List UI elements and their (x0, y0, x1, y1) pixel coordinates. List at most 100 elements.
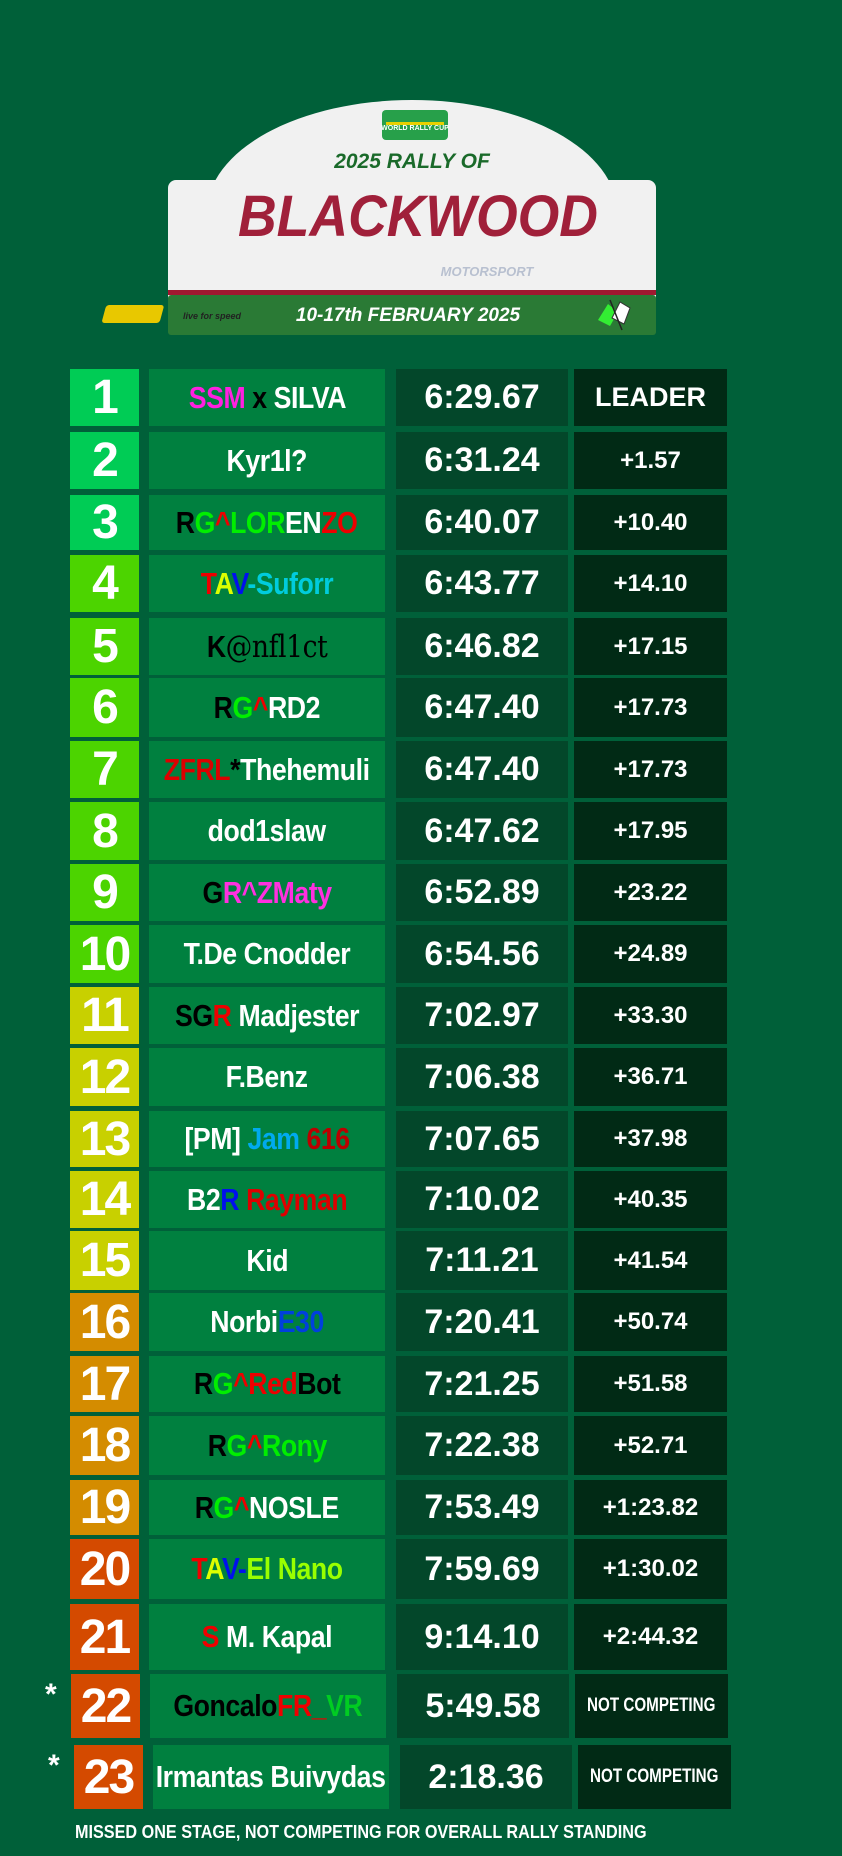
stage-time: 7:21.25 (396, 1356, 568, 1412)
time-gap-text: +2:44.32 (602, 1623, 699, 1650)
name-segment: Thehemuli (240, 751, 370, 787)
position-badge: 13 (70, 1111, 139, 1167)
name-segment: ^ (252, 689, 269, 725)
title-sub: MOTORSPORT (441, 264, 535, 279)
name-segment: G (213, 1489, 235, 1525)
stage-time: 6:29.67 (396, 369, 568, 426)
driver-name: T.De Cnodder (149, 925, 385, 983)
stage-time: 5:49.58 (397, 1674, 569, 1738)
driver-name-text: [PM] Jam 616 (184, 1121, 350, 1157)
position-badge: 2 (70, 432, 139, 489)
name-segment: T (200, 565, 215, 601)
name-segment: VR (326, 1688, 363, 1723)
driver-name: SGR Madjester (149, 987, 385, 1044)
position-badge: 14 (70, 1171, 139, 1228)
name-segment: Rony (261, 1427, 327, 1463)
driver-name-text: Kid (246, 1243, 288, 1279)
time-gap-text: +1:30.02 (602, 1555, 699, 1582)
driver-name: TAV-Suforr (149, 555, 385, 612)
driver-name: S M. Kapal (149, 1604, 385, 1670)
position-badge: 16 (70, 1293, 139, 1351)
time-gap: LEADER (574, 369, 727, 426)
driver-name-text: T.De Cnodder (184, 936, 351, 972)
time-gap: +24.89 (574, 925, 727, 983)
position-badge: 17 (70, 1356, 139, 1412)
name-segment: R (176, 504, 196, 540)
stage-time: 7:10.02 (396, 1171, 568, 1228)
name-segment: * (230, 751, 241, 787)
name-segment: ZO (321, 504, 359, 540)
driver-name-text: RG^RedBot (194, 1366, 341, 1402)
driver-name-text: dod1slaw (208, 813, 326, 849)
name-segment: RD2 (268, 689, 321, 725)
stage-time: 7:07.65 (396, 1111, 568, 1167)
stage-time: 6:40.07 (396, 495, 568, 550)
time-gap: +40.35 (574, 1171, 727, 1228)
driver-name: RG^LORENZO (149, 495, 385, 550)
stage-time: 7:06.38 (396, 1048, 568, 1106)
name-segment: Madjester (231, 997, 360, 1033)
stage-time: 6:52.89 (396, 864, 568, 921)
name-segment: Goncalo (173, 1688, 278, 1723)
time-gap-text: +17.73 (613, 693, 688, 721)
stage-time: 6:47.40 (396, 678, 568, 737)
name-segment: B2 (186, 1181, 221, 1217)
driver-name-text: SSM x SILVA (188, 380, 346, 416)
driver-name-text: NorbiE30 (210, 1304, 324, 1340)
driver-name: F.Benz (149, 1048, 385, 1106)
time-gap-text: +51.58 (613, 1370, 688, 1397)
driver-name: RG^NOSLE (149, 1480, 385, 1535)
time-gap-text: NOT COMPETING (587, 1695, 716, 1716)
title-line1: 2025 RALLY OF (333, 150, 491, 173)
position-badge: 19 (70, 1480, 139, 1535)
time-gap-text: +52.71 (613, 1431, 688, 1459)
time-gap: NOT COMPETING (575, 1674, 728, 1738)
name-segment: Kyr1l? (226, 442, 308, 478)
name-segment: Kid (246, 1242, 288, 1278)
name-segment: G (212, 1366, 234, 1401)
driver-name: RG^Rony (149, 1416, 385, 1475)
position-badge: 9 (70, 864, 139, 921)
position-badge: 6 (70, 678, 139, 737)
name-segment: G (232, 689, 254, 725)
time-gap: +2:44.32 (574, 1604, 727, 1670)
time-gap: +1.57 (574, 432, 727, 489)
name-segment: R (220, 1181, 246, 1217)
name-segment: ZFRL (164, 751, 231, 787)
name-segment: NOSLE (249, 1489, 339, 1525)
position-badge: 22 (71, 1674, 140, 1738)
name-segment: ^ (215, 504, 231, 540)
stage-time: 9:14.10 (396, 1604, 568, 1670)
time-gap: +10.40 (574, 495, 727, 550)
time-gap-text: +23.22 (613, 878, 688, 906)
driver-name: [PM] Jam 616 (149, 1111, 385, 1167)
driver-name: GoncaloFR_VR (150, 1674, 386, 1738)
stage-time: 7:22.38 (396, 1416, 568, 1475)
not-competing-asterisk: * (48, 1749, 60, 1782)
name-segment: A (214, 565, 232, 601)
name-segment: Bot (297, 1366, 341, 1401)
time-gap: +17.73 (574, 678, 727, 737)
position-badge: 15 (70, 1231, 139, 1290)
driver-name: Kyr1l? (149, 432, 385, 489)
stage-time: 6:47.62 (396, 802, 568, 860)
name-segment: R^ZMaty (222, 874, 332, 910)
title-main: BLACKWOOD (238, 184, 598, 249)
time-gap: +1:23.82 (574, 1480, 727, 1535)
driver-name: GR^ZMaty (149, 864, 385, 921)
name-segment: Irmantas Buivydas (156, 1759, 386, 1794)
time-gap: +36.71 (574, 1048, 727, 1106)
time-gap-text: +50.74 (613, 1308, 688, 1335)
live-for-speed-text: live for speed (183, 311, 242, 321)
time-gap: NOT COMPETING (578, 1745, 731, 1809)
stage-time: 7:20.41 (396, 1293, 568, 1351)
name-segment: 616 (306, 1121, 350, 1156)
name-segment: A (205, 1551, 223, 1586)
driver-name: Irmantas Buivydas (153, 1745, 389, 1809)
time-gap-text: +41.54 (613, 1246, 688, 1274)
name-segment: SG (174, 997, 213, 1033)
driver-name: K@nfl1ct (149, 618, 385, 675)
name-segment: F.Benz (226, 1059, 308, 1094)
stage-time: 7:02.97 (396, 987, 568, 1044)
time-gap-text: +17.73 (613, 755, 688, 783)
